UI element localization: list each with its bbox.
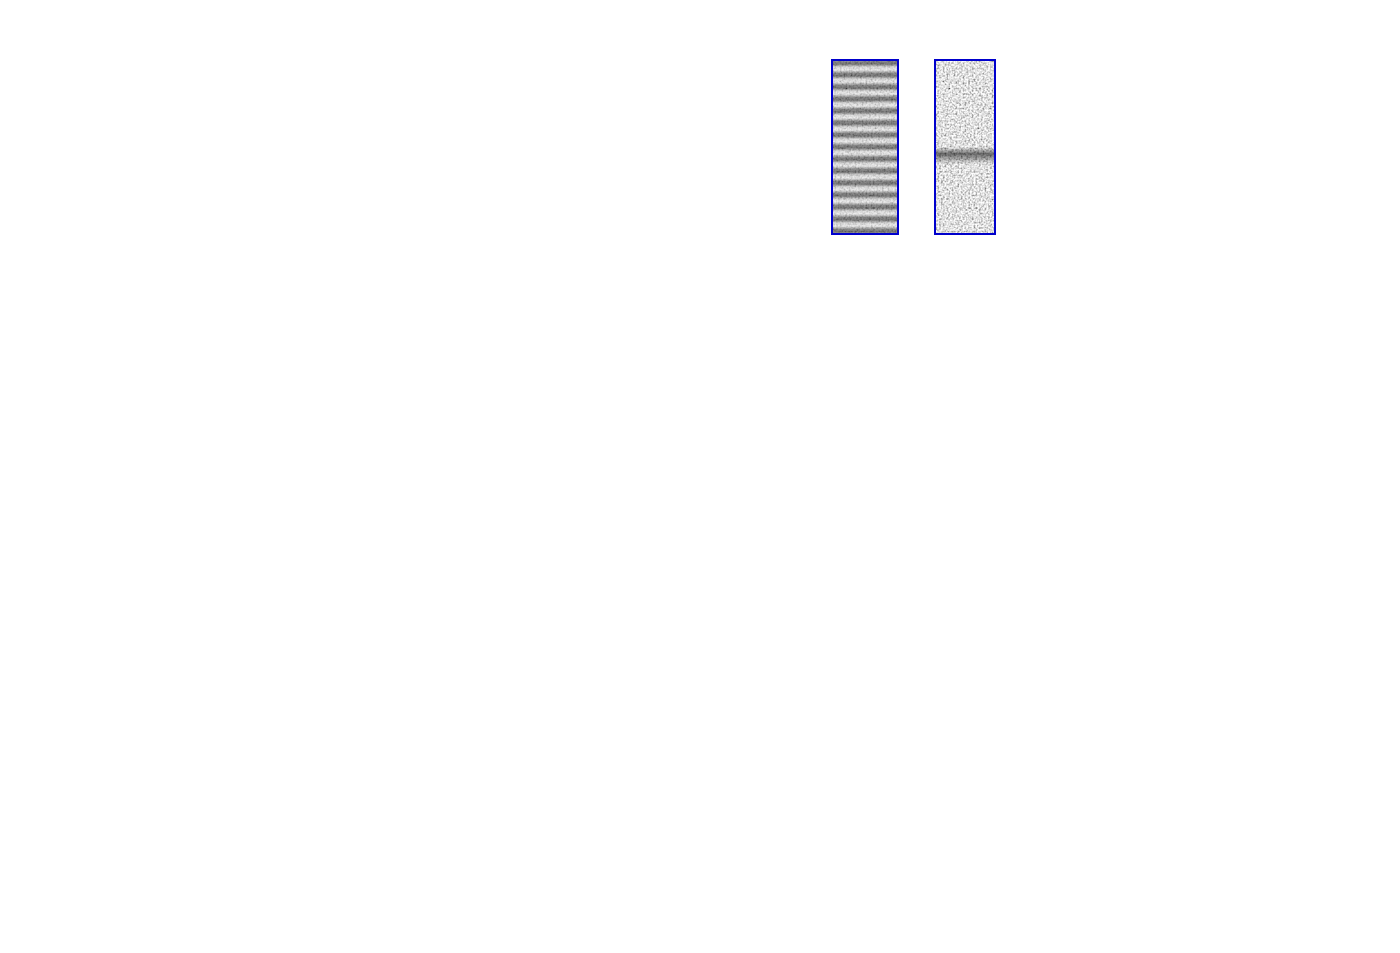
lineflux-map-chart [222, 511, 417, 716]
header-gap [1316, 4, 1332, 19]
clean-image [934, 59, 996, 235]
full-spectrum-chart [60, 278, 1330, 450]
with-sky-image [831, 59, 899, 235]
with-sky-noise [833, 61, 897, 233]
header-datetime-version [1316, 4, 1332, 19]
clean-image-trace [936, 61, 994, 233]
hsc-cutout-chart [414, 511, 614, 726]
line-fit-chart [1015, 45, 1315, 240]
fiber-positions-chart [40, 511, 235, 711]
